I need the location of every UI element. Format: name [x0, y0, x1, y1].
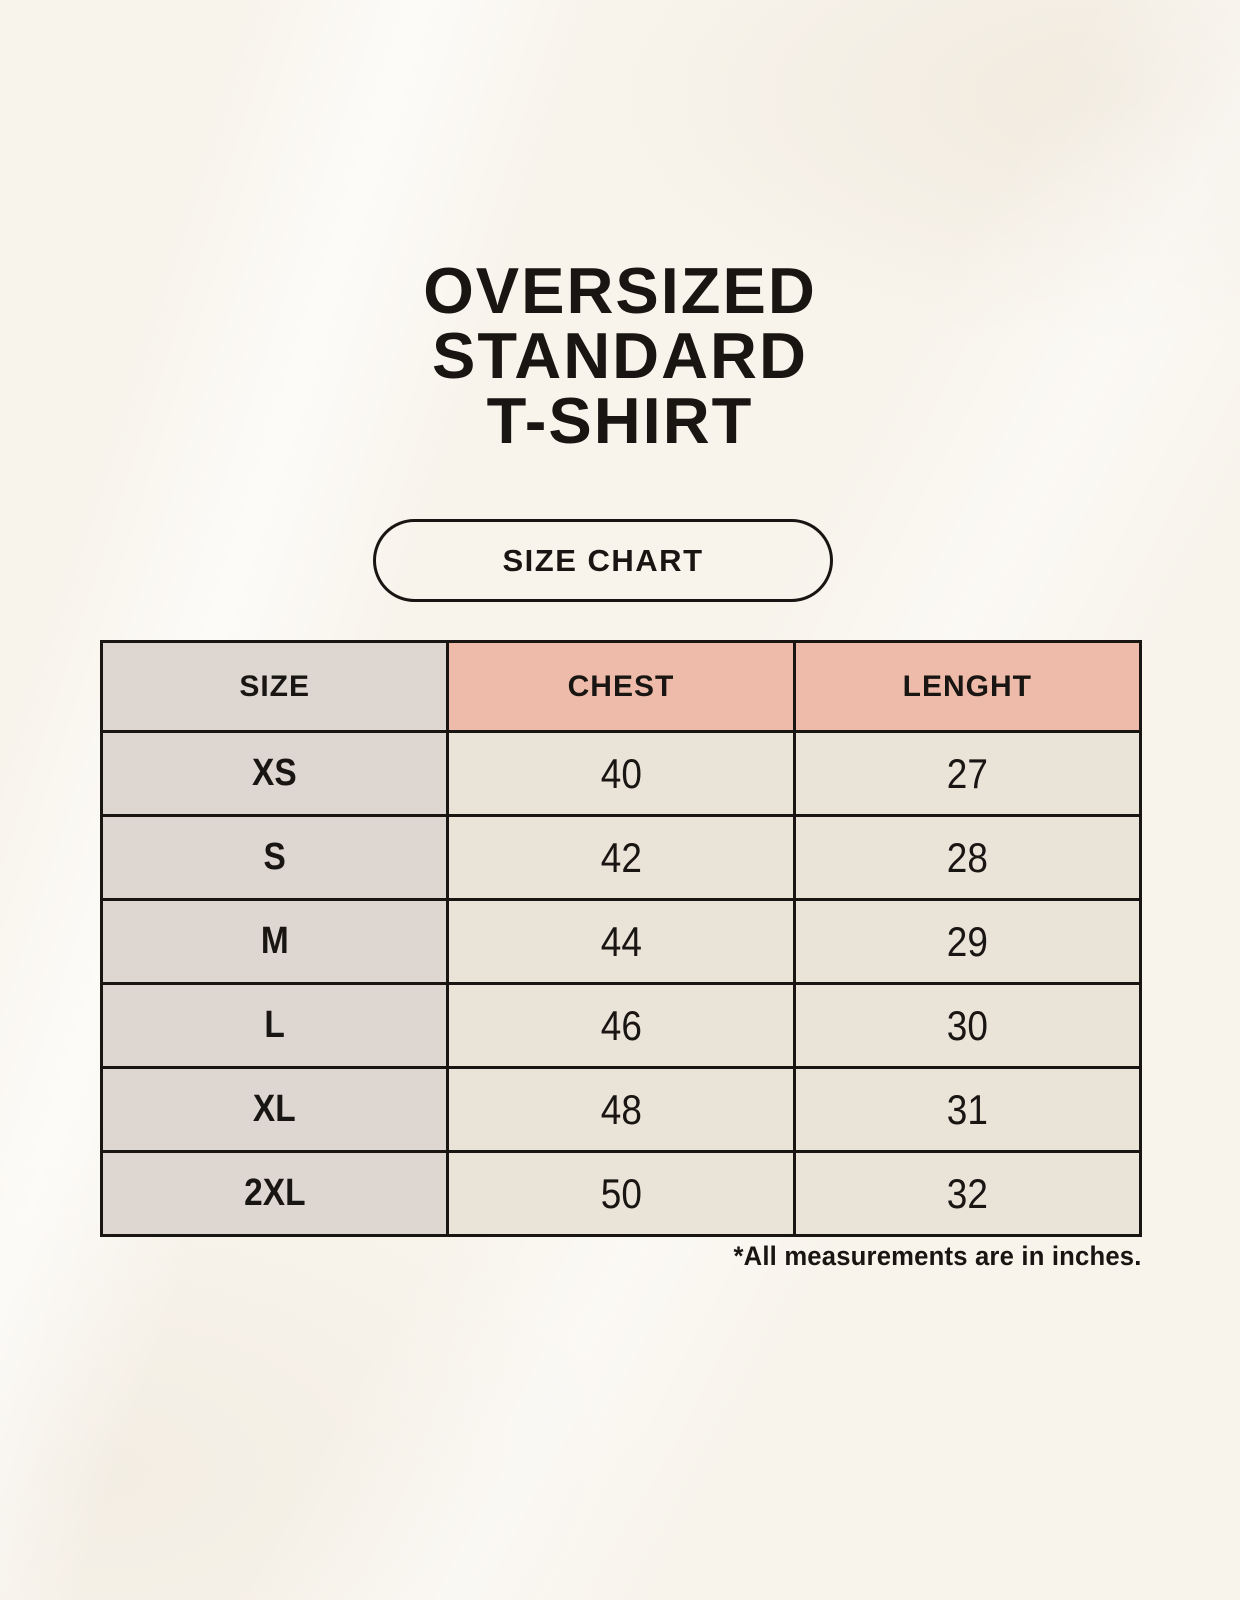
length-cell: 31 — [792, 1066, 1143, 1153]
chest-cell: 48 — [446, 1066, 796, 1153]
chest-cell: 50 — [446, 1150, 796, 1237]
size-table: SIZE CHEST LENGHT XS 40 27 S 42 28 M 44 … — [99, 640, 1143, 1237]
length-cell: 28 — [792, 814, 1143, 901]
table-row-xl: XL 48 31 — [99, 1066, 1143, 1153]
size-chart-button-label: SIZE CHART — [502, 542, 704, 578]
size-cell: XS — [99, 730, 450, 817]
chest-cell: 44 — [446, 898, 796, 985]
table-row-m: M 44 29 — [99, 898, 1143, 985]
chest-cell: 46 — [446, 982, 796, 1069]
table-row-2xl: 2XL 50 32 — [99, 1150, 1143, 1237]
table-row-xs: XS 40 27 — [99, 730, 1143, 817]
length-cell: 27 — [792, 730, 1143, 817]
size-cell: XL — [99, 1066, 450, 1153]
title-line-1: OVERSIZED — [423, 254, 817, 327]
measurements-footnote: *All measurements are in inches. — [733, 1241, 1142, 1271]
size-cell: M — [99, 898, 450, 985]
table-row-s: S 42 28 — [99, 814, 1143, 901]
size-cell: 2XL — [99, 1150, 450, 1237]
chest-cell: 42 — [446, 814, 796, 901]
header-cell-size: SIZE — [99, 640, 450, 733]
header-cell-length: LENGHT — [792, 640, 1143, 733]
size-cell: S — [99, 814, 450, 901]
size-chart-button[interactable]: SIZE CHART — [373, 519, 833, 602]
size-cell: L — [99, 982, 450, 1069]
length-cell: 32 — [792, 1150, 1143, 1237]
title-line-3: T-SHIRT — [486, 384, 754, 457]
title-line-2: STANDARD — [432, 319, 808, 392]
table-header-row: SIZE CHEST LENGHT — [99, 640, 1143, 733]
length-cell: 29 — [792, 898, 1143, 985]
page-title: OVERSIZED STANDARD T-SHIRT — [0, 258, 1240, 453]
header-cell-chest: CHEST — [446, 640, 796, 733]
length-cell: 30 — [792, 982, 1143, 1069]
table-row-l: L 46 30 — [99, 982, 1143, 1069]
chest-cell: 40 — [446, 730, 796, 817]
